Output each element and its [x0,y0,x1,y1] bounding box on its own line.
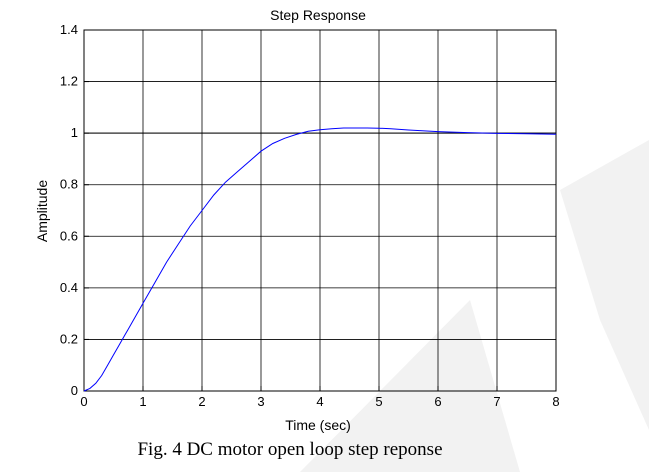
chart-title: Step Response [270,7,366,23]
y-tick-label: 1.4 [60,22,78,37]
response-line [83,127,557,392]
x-tick-label: 0 [80,394,87,409]
grid [83,29,557,392]
x-tick-label: 7 [493,394,500,409]
x-tick-label: 6 [434,394,441,409]
y-tick-labels: 0 0.2 0.4 0.6 0.8 1 1.2 1.4 [60,22,78,398]
y-tick-label: 1 [71,125,78,140]
x-tick-label: 8 [552,394,559,409]
x-tick-label: 5 [375,394,382,409]
x-tick-label: 2 [198,394,205,409]
x-tick-label: 4 [316,394,323,409]
plot-frame [83,29,557,392]
y-tick-label: 0.4 [60,280,78,295]
y-tick-label: 0.6 [60,228,78,243]
y-axis-label: Amplitude [34,180,50,242]
x-tick-label: 1 [139,394,146,409]
y-tick-label: 0.2 [60,331,78,346]
x-axis-label: Time (sec) [285,417,351,433]
x-tick-label: 3 [257,394,264,409]
x-tick-labels: 0 1 2 3 4 5 6 7 8 [80,394,559,409]
y-tick-label: 1.2 [60,74,78,89]
figure-caption: Fig. 4 DC motor open loop step reponse [137,439,443,460]
y-tick-label: 0.8 [60,177,78,192]
y-tick-label: 0 [71,383,78,398]
